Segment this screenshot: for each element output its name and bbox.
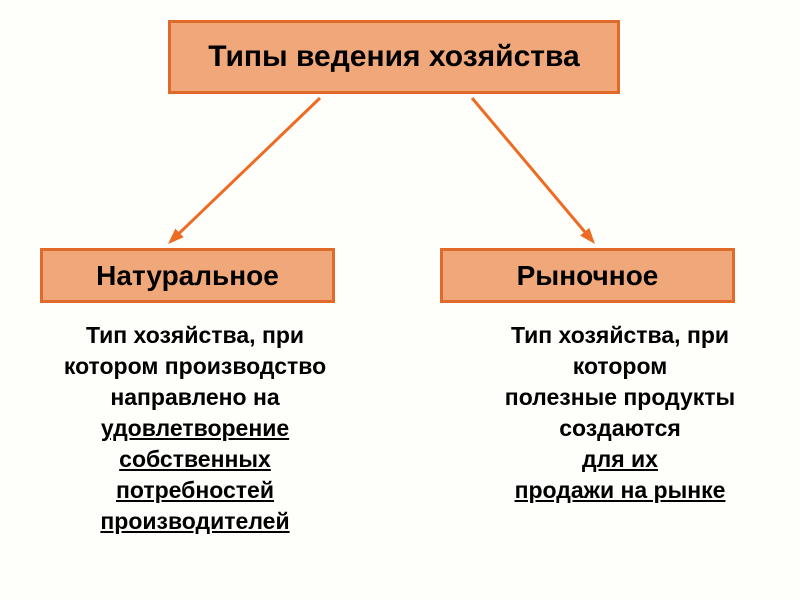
description-line: удовлетворение bbox=[30, 413, 360, 444]
left-description: Тип хозяйства, прикотором производствона… bbox=[30, 320, 360, 537]
left-box: Натуральное bbox=[40, 248, 335, 303]
description-line: для их bbox=[440, 444, 800, 475]
description-line: котором производство bbox=[30, 351, 360, 382]
description-line: Тип хозяйства, при bbox=[30, 320, 360, 351]
description-line: создаются bbox=[440, 413, 800, 444]
root-box: Типы ведения хозяйства bbox=[168, 20, 620, 94]
description-line: Тип хозяйства, при bbox=[440, 320, 800, 351]
description-line: полезные продукты bbox=[440, 382, 800, 413]
description-line: производителей bbox=[30, 506, 360, 537]
right-label: Рыночное bbox=[517, 260, 659, 292]
right-box: Рыночное bbox=[440, 248, 735, 303]
description-line: направлено на bbox=[30, 382, 360, 413]
description-line: продажи на рынке bbox=[440, 475, 800, 506]
root-label: Типы ведения хозяйства bbox=[208, 40, 579, 74]
description-line: потребностей bbox=[30, 475, 360, 506]
left-label: Натуральное bbox=[96, 260, 279, 292]
right-description: Тип хозяйства, прикоторомполезные продук… bbox=[440, 320, 800, 506]
description-line: котором bbox=[440, 351, 800, 382]
description-line: собственных bbox=[30, 444, 360, 475]
